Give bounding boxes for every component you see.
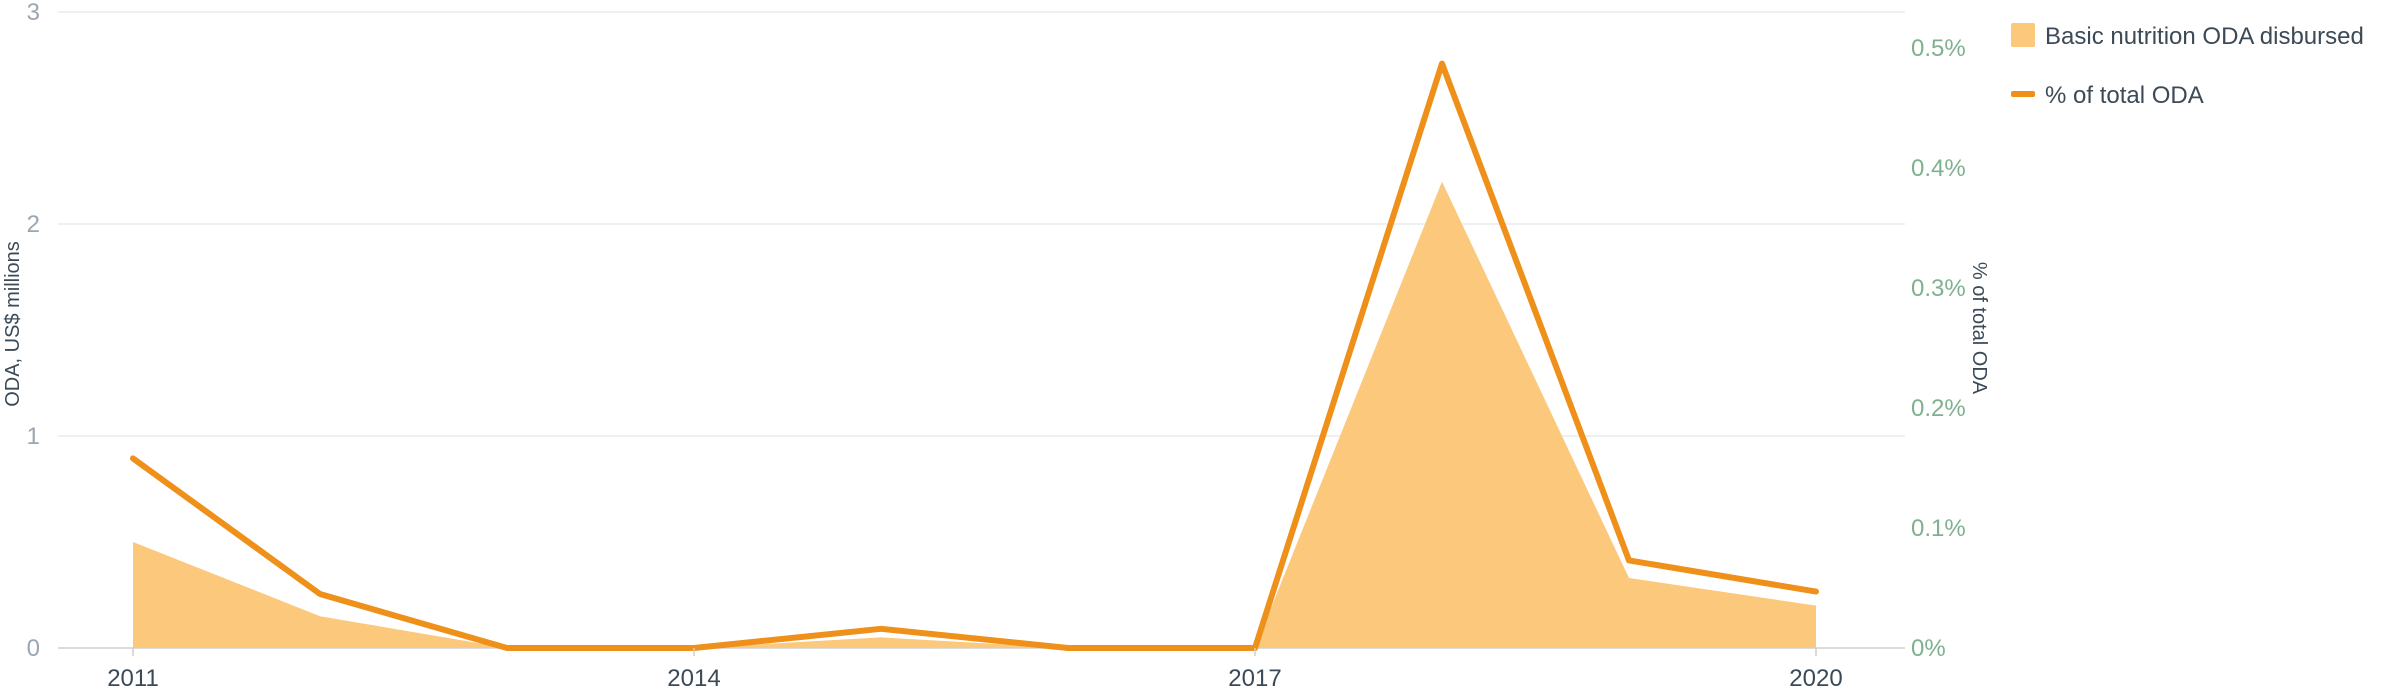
line-series-path [130,60,1819,651]
area-series-fill [133,181,1816,648]
left-tick-label: 0 [27,635,40,662]
right-axis-title: % of total ODA [1968,262,1990,395]
legend-area-swatch [2011,23,2035,47]
right-tick-label: 0.5% [1911,35,1966,62]
right-tick-label: 0.3% [1911,275,1966,302]
x-tick-label: 2017 [1228,665,1281,692]
right-tick-label: 0.4% [1911,155,1966,182]
legend: Basic nutrition ODA disbursed % of total… [2011,23,2364,109]
x-axis-ticks: 2011 2014 2017 2020 [107,648,1843,692]
legend-item-line[interactable]: % of total ODA [2011,82,2204,109]
left-tick-label: 2 [27,211,40,238]
x-tick-label: 2011 [107,665,159,692]
left-axis-ticks: 0 1 2 3 [27,0,40,662]
line-series [130,60,1819,651]
right-tick-label: 0% [1911,635,1946,662]
legend-area-label: Basic nutrition ODA disbursed [2045,23,2364,50]
right-tick-label: 0.2% [1911,395,1966,422]
left-axis-title: ODA, US$ millions [2,241,24,407]
legend-item-area[interactable]: Basic nutrition ODA disbursed [2011,23,2364,50]
legend-line-label: % of total ODA [2045,82,2204,109]
legend-line-swatch [2011,91,2035,97]
right-axis-ticks: 0% 0.1% 0.2% 0.3% 0.4% 0.5% [1911,35,1966,662]
right-tick-label: 0.1% [1911,515,1966,542]
x-tick-label: 2014 [667,665,720,692]
area-series [133,181,1816,648]
left-tick-label: 3 [27,0,40,26]
left-tick-label: 1 [27,423,40,450]
x-tick-label: 2020 [1789,665,1842,692]
